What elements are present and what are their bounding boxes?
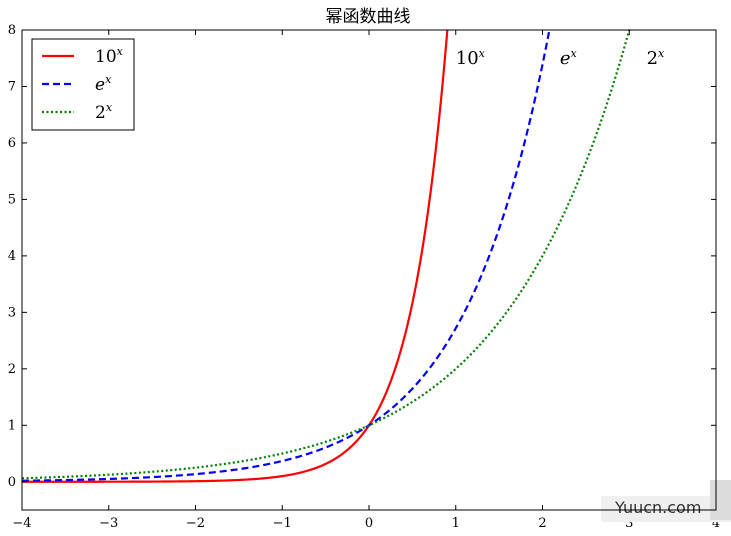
- legend-label: 2x: [95, 101, 113, 123]
- plot-area: [22, 30, 631, 483]
- curve-annotation: 2x: [647, 47, 665, 69]
- x-tick-label: 2: [538, 516, 546, 531]
- axis-ticks: −4 −3 −2 −1 0 1 2 3 4 0 1 2 3 4 5 6 7 8: [8, 23, 720, 531]
- x-tick-label: 3: [625, 516, 633, 531]
- x-tick-label: 1: [452, 516, 460, 531]
- annotations: 10x ex 2x: [456, 47, 665, 69]
- y-tick-label: 1: [8, 418, 16, 433]
- x-tick-label: −1: [273, 516, 292, 531]
- x-tick-label: −4: [12, 516, 31, 531]
- curve-annotation: ex: [560, 47, 578, 69]
- x-tick-label: 4: [712, 516, 720, 531]
- y-tick-label: 5: [8, 192, 16, 207]
- y-tick-label: 3: [8, 305, 16, 320]
- y-tick-label: 6: [8, 136, 16, 151]
- series-line-0: [22, 30, 449, 483]
- y-tick-label: 8: [8, 23, 16, 38]
- chart-title: 幂函数曲线: [326, 7, 411, 27]
- y-tick-label: 2: [8, 362, 16, 377]
- series-line-2: [22, 30, 631, 480]
- x-tick-label: −3: [99, 516, 118, 531]
- watermark-text: Yuucn.com: [614, 498, 701, 517]
- x-tick-label: 0: [365, 516, 373, 531]
- watermark: Yuucn.com: [601, 480, 731, 522]
- legend-label: 10x: [95, 45, 124, 67]
- y-tick-label: 4: [8, 249, 16, 264]
- legend-label: ex: [95, 73, 112, 95]
- plot-frame: [21, 29, 717, 511]
- y-tick-label: 0: [8, 475, 16, 490]
- curve-annotation: 10x: [456, 47, 486, 69]
- y-tick-label: 7: [8, 79, 16, 94]
- x-tick-label: −2: [186, 516, 205, 531]
- legend: 10x ex 2x: [31, 38, 135, 131]
- series-line-1: [22, 30, 551, 482]
